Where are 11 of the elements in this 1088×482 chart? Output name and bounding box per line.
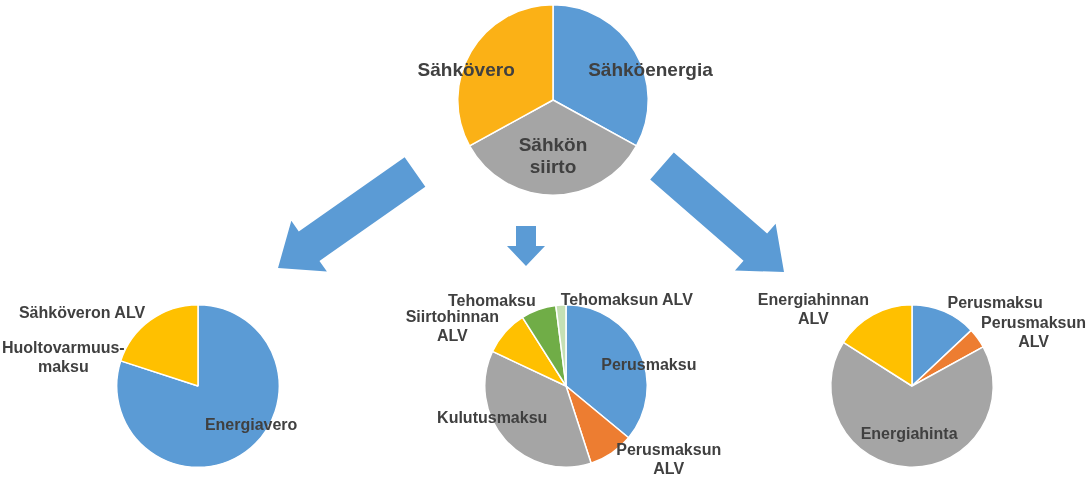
slice-label: Perusmaksu bbox=[947, 294, 1043, 312]
category-label: Huoltovarmuus-maksu bbox=[2, 339, 125, 376]
slice-label: Tehomaksun ALV bbox=[560, 290, 694, 308]
slice-label: Energiahinta bbox=[860, 425, 958, 443]
slice-label: Perusmaksun ALV bbox=[616, 440, 722, 477]
slice-label: Sähköveron ALV bbox=[18, 304, 146, 322]
slice-label: Perusmaksun ALV bbox=[981, 314, 1086, 351]
slice-label: Energiahinnan ALV bbox=[757, 290, 869, 327]
slice-label: Siirtohinnan ALV bbox=[405, 307, 499, 344]
slice-label: Tehomaksu bbox=[447, 292, 536, 310]
slice-label: Sähkön siirto bbox=[518, 134, 588, 178]
